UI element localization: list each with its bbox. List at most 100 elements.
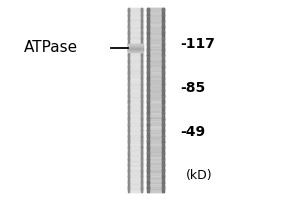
Bar (141, 27, 142, 28)
Bar (147, 153, 148, 154)
Bar (147, 91, 148, 92)
Bar (128, 125, 142, 126)
Bar (128, 145, 142, 146)
Bar (128, 81, 142, 82)
Bar (128, 49, 142, 50)
Bar (162, 107, 164, 108)
Bar (147, 25, 164, 26)
Bar (162, 122, 164, 123)
Bar (128, 20, 129, 21)
Bar (128, 15, 129, 16)
Bar (162, 25, 164, 26)
Bar (141, 147, 142, 148)
Bar (141, 104, 142, 105)
Bar (147, 122, 148, 123)
Bar (141, 161, 142, 162)
Bar (162, 55, 164, 56)
Bar (147, 156, 164, 157)
Bar (147, 72, 164, 73)
Bar (128, 27, 129, 28)
Bar (147, 75, 148, 76)
Bar (128, 164, 129, 165)
Bar (141, 153, 142, 154)
Bar (147, 118, 148, 119)
Bar (128, 86, 142, 87)
Bar (128, 66, 142, 67)
Bar (141, 112, 142, 113)
Bar (147, 48, 148, 49)
Bar (147, 83, 148, 84)
Bar (162, 123, 164, 124)
Bar (128, 136, 129, 137)
Bar (162, 89, 164, 90)
Bar (128, 130, 142, 131)
Bar (147, 89, 164, 90)
Bar (147, 134, 148, 135)
Bar (128, 65, 129, 66)
Bar (147, 136, 164, 137)
Bar (162, 169, 164, 170)
Bar (128, 155, 129, 156)
Bar (147, 27, 164, 28)
Bar (128, 91, 129, 92)
Bar (128, 81, 129, 82)
Bar (162, 78, 164, 79)
Bar (141, 107, 142, 108)
Bar (147, 169, 148, 170)
Bar (128, 68, 142, 69)
Bar (147, 163, 148, 164)
Bar (128, 8, 129, 9)
Bar (128, 173, 129, 174)
Bar (147, 150, 148, 151)
Bar (147, 65, 148, 66)
Bar (128, 169, 129, 170)
Bar (128, 46, 142, 47)
Bar (147, 144, 148, 145)
Bar (147, 28, 148, 29)
Bar (162, 147, 164, 148)
Bar (162, 29, 164, 30)
Bar (162, 69, 164, 70)
Bar (147, 59, 164, 60)
Bar (128, 9, 142, 10)
Bar (147, 122, 164, 123)
Bar (147, 39, 164, 40)
Bar (162, 73, 164, 74)
Bar (147, 32, 148, 33)
Bar (128, 132, 142, 133)
Bar (147, 113, 148, 114)
Bar (128, 84, 142, 85)
Bar (147, 155, 164, 156)
Bar (162, 102, 164, 103)
Bar (141, 48, 142, 49)
Bar (128, 119, 142, 120)
Bar (141, 72, 142, 73)
Bar (147, 51, 148, 52)
Bar (141, 162, 142, 163)
Bar (147, 112, 148, 113)
Bar (147, 32, 164, 33)
Bar (141, 159, 142, 160)
Bar (147, 165, 164, 166)
Bar (147, 108, 164, 109)
Bar (147, 15, 148, 16)
Bar (147, 36, 164, 37)
Bar (128, 142, 142, 143)
Bar (128, 87, 129, 88)
Bar (147, 49, 164, 50)
Bar (128, 82, 129, 83)
Bar (128, 130, 129, 131)
Bar (141, 157, 142, 158)
Bar (128, 114, 142, 115)
Bar (141, 110, 142, 111)
Bar (128, 133, 129, 134)
Bar (128, 161, 142, 162)
Bar (147, 67, 164, 68)
Bar (162, 119, 164, 120)
Bar (128, 32, 129, 33)
Bar (147, 72, 148, 73)
Bar (128, 35, 129, 36)
Bar (128, 144, 129, 145)
Bar (141, 169, 142, 170)
Bar (162, 162, 164, 163)
